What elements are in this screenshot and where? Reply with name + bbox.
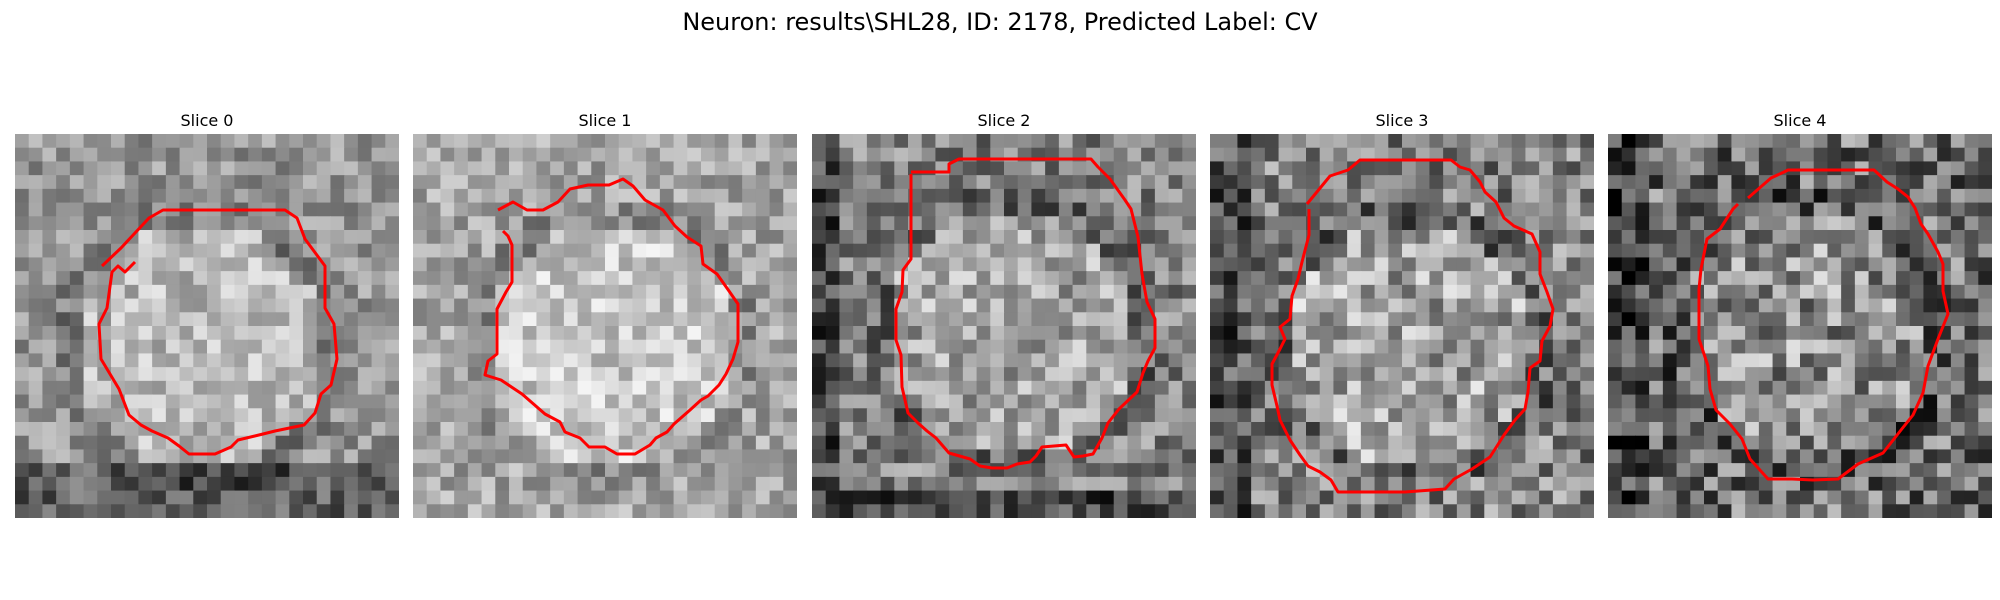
slice-image-1 — [413, 134, 797, 518]
slice-title-1: Slice 1 — [578, 111, 632, 130]
slice-panel-2: Slice 2 — [812, 108, 1196, 518]
roi-contour-2 — [894, 157, 1157, 470]
slice-image-0 — [15, 134, 399, 518]
slice-title-0: Slice 0 — [180, 111, 234, 130]
slice-title-2: Slice 2 — [977, 111, 1031, 130]
slice-panel-4: Slice 4 — [1608, 108, 1992, 518]
slice-image-2 — [812, 134, 1196, 518]
slice-panel-0: Slice 0 — [15, 108, 399, 518]
slice-panel-1: Slice 1 — [413, 108, 797, 518]
roi-contour-4 — [1697, 168, 1950, 482]
slice-image-4 — [1608, 134, 1992, 518]
figure-title: Neuron: results\SHL28, ID: 2178, Predict… — [682, 8, 1318, 36]
roi-contour-0 — [97, 208, 339, 456]
roi-contour-1 — [483, 177, 740, 456]
slice-title-3: Slice 3 — [1375, 111, 1429, 130]
roi-contour-3 — [1270, 158, 1555, 494]
slice-title-4: Slice 4 — [1773, 111, 1827, 130]
slice-image-3 — [1210, 134, 1594, 518]
slice-panel-3: Slice 3 — [1210, 108, 1594, 518]
